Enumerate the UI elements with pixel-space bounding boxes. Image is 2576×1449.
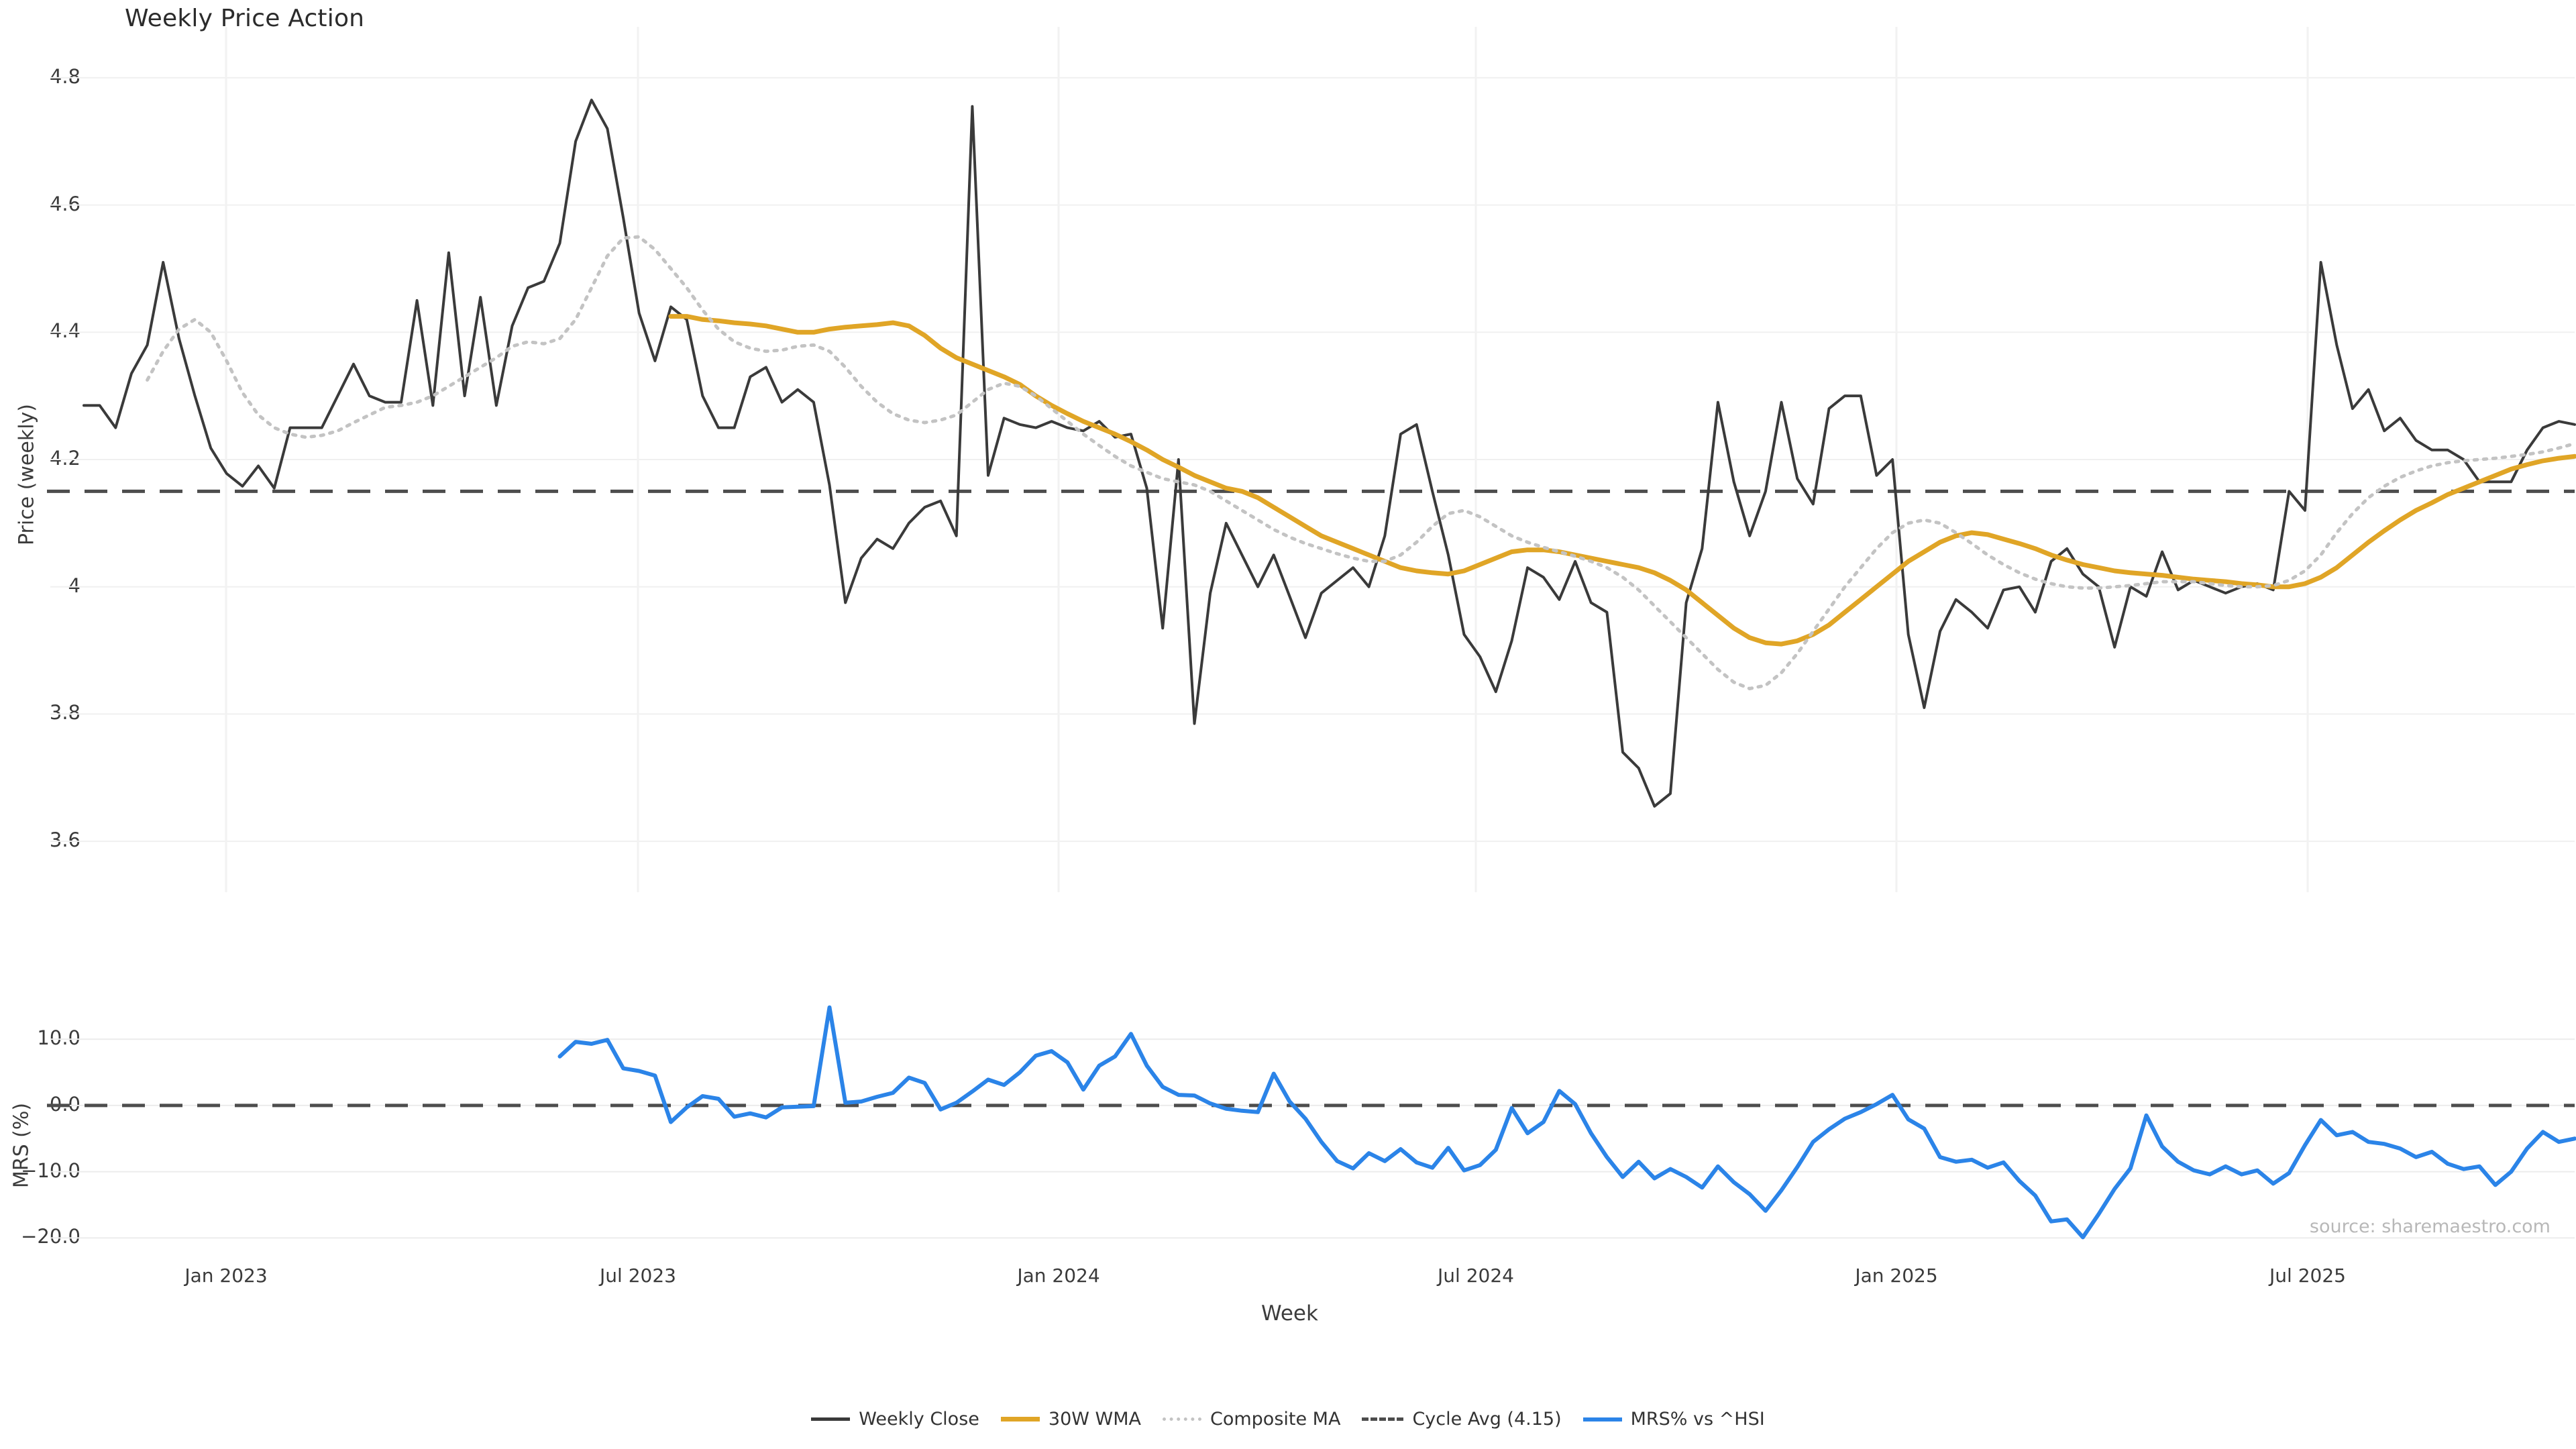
y-tick-label-price: 4.4 xyxy=(49,319,80,343)
legend-item[interactable]: Composite MA xyxy=(1163,1409,1340,1430)
series-line-30w-wma xyxy=(668,314,2576,647)
source-watermark: source: sharemaestro.com xyxy=(2309,1216,2551,1237)
series-line-weekly-close xyxy=(83,99,2576,808)
x-tick-label: Jul 2024 xyxy=(1438,1265,1514,1287)
legend-swatch-solid-icon xyxy=(1582,1417,1622,1421)
y-tick-label-price: 4.6 xyxy=(49,192,80,215)
y-tick-label-price: 3.8 xyxy=(49,701,80,724)
legend-label: Composite MA xyxy=(1210,1409,1341,1430)
legend-label: 30W WMA xyxy=(1048,1409,1141,1430)
x-tick-label: Jan 2024 xyxy=(1017,1265,1100,1287)
legend-label: MRS% vs ^HSI xyxy=(1630,1409,1765,1430)
y-tick-label-price: 3.6 xyxy=(49,828,80,852)
x-tick-label: Jan 2023 xyxy=(184,1265,268,1287)
y-tick-label-price: 4.2 xyxy=(49,447,80,470)
legend-label: Weekly Close xyxy=(859,1409,979,1430)
y-tick-label-mrs: −20.0 xyxy=(21,1225,80,1248)
series-line-composite-ma xyxy=(146,235,2576,690)
legend-item[interactable]: Weekly Close xyxy=(811,1409,979,1430)
y-tick-label-mrs: 10.0 xyxy=(37,1026,80,1050)
legend-item[interactable]: 30W WMA xyxy=(1000,1409,1141,1430)
series-line-mrs-vs-hsi xyxy=(557,1005,2576,1240)
chart-title: Weekly Price Action xyxy=(125,5,365,32)
legend-swatch-solid-icon xyxy=(811,1417,851,1421)
y-tick-label-price: 4.8 xyxy=(49,64,80,88)
legend-item[interactable]: Cycle Avg (4.15) xyxy=(1362,1409,1562,1430)
chart-legend: Weekly Close 30W WMA Composite MA Cycle Avg… xyxy=(0,1409,2576,1430)
legend-label: Cycle Avg (4.15) xyxy=(1412,1409,1562,1430)
y-tick-label-mrs: −10.0 xyxy=(21,1159,80,1182)
legend-swatch-dotted-icon xyxy=(1163,1417,1201,1421)
legend-swatch-solid-icon xyxy=(1000,1417,1040,1421)
legend-item[interactable]: MRS% vs ^HSI xyxy=(1582,1409,1765,1430)
y-tick-label-price: 4 xyxy=(68,574,80,597)
x-tick-label: Jul 2025 xyxy=(2269,1265,2346,1287)
x-axis-label: Week xyxy=(1261,1301,1318,1326)
x-tick-label: Jan 2025 xyxy=(1855,1265,1938,1287)
x-tick-label: Jul 2023 xyxy=(600,1265,676,1287)
legend-swatch-dashed-icon xyxy=(1362,1417,1404,1421)
